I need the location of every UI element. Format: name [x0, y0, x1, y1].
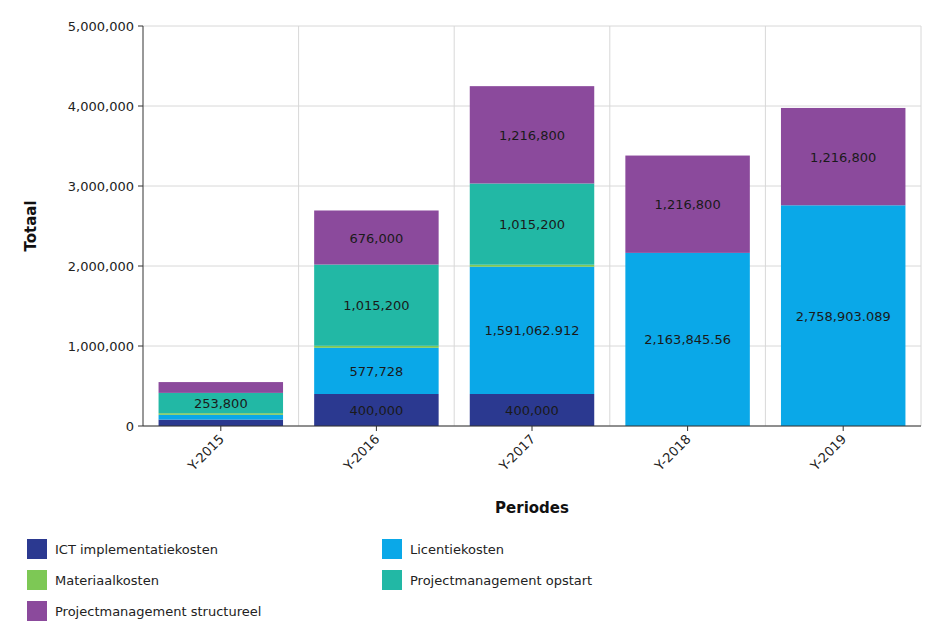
y-tick: [138, 26, 143, 27]
legend: ICT implementatiekosten Licentiekosten Mat…: [27, 539, 592, 621]
grid-line-vertical: [765, 26, 766, 426]
legend-swatch: [27, 601, 47, 621]
bar-segment: [159, 393, 283, 413]
grid: [143, 26, 921, 426]
bar-segment: [314, 265, 438, 346]
grid-line-vertical: [454, 26, 455, 426]
y-tick-label: 4,000,000: [68, 99, 134, 114]
x-tick: [687, 426, 688, 431]
data-label: 253,800: [194, 396, 248, 411]
bar-segment: [781, 108, 905, 205]
bar-segment: [625, 156, 749, 253]
y-tick: [138, 186, 143, 187]
bar-segment: [470, 183, 594, 264]
grid-line: [143, 26, 921, 27]
data-label: 2,163,845.56: [644, 332, 731, 347]
bar-segment: [470, 267, 594, 394]
x-axis-title: Periodes: [495, 499, 569, 517]
data-label: 2,758,903.089: [796, 309, 891, 324]
bar-segment: [159, 415, 283, 420]
y-tick-label: 1,000,000: [68, 339, 134, 354]
legend-swatch: [382, 539, 402, 559]
x-tick: [220, 426, 221, 431]
legend-label: Licentiekosten: [410, 542, 504, 557]
x-tick: [843, 426, 844, 431]
bar-segment: [159, 382, 283, 393]
chart: 400,000 400,000 577,728 1,591,062.912 2,163,…: [0, 0, 947, 629]
data-label: 676,000: [350, 231, 404, 246]
x-tick-label: Y-2016: [340, 432, 383, 475]
legend-label: Projectmanagement structureel: [55, 604, 261, 619]
bar-segment: [470, 394, 594, 426]
y-tick: [138, 106, 143, 107]
bar-segment: [470, 265, 594, 267]
x-tick-label: Y-2019: [807, 432, 850, 475]
data-label: 1,216,800: [655, 197, 721, 212]
data-label: 1,216,800: [499, 128, 565, 143]
data-label: 400,000: [505, 403, 559, 418]
legend-swatch: [27, 570, 47, 590]
data-label: 400,000: [350, 403, 404, 418]
y-axis-line: [143, 26, 144, 426]
legend-label: ICT implementatiekosten: [55, 542, 218, 557]
data-labels: 400,000 400,000 577,728 1,591,062.912 2,163,…: [194, 128, 891, 418]
data-label: 1,591,062.912: [484, 323, 579, 338]
y-tick-label: 3,000,000: [68, 179, 134, 194]
data-label: 1,015,200: [499, 217, 565, 232]
bar-segment: [781, 205, 905, 426]
y-tick: [138, 426, 143, 427]
x-tick-label: Y-2018: [651, 432, 694, 475]
data-label: 1,216,800: [810, 150, 876, 165]
y-tick-label: 2,000,000: [68, 259, 134, 274]
legend-label: Materiaalkosten: [55, 573, 159, 588]
bar-segment: [314, 346, 438, 348]
bar-segment: [314, 210, 438, 264]
x-tick-label: Y-2015: [184, 432, 227, 475]
y-tick-label: 0: [126, 419, 134, 434]
x-tick: [376, 426, 377, 431]
y-tick-label: 5,000,000: [68, 19, 134, 34]
bar-segment: [159, 413, 283, 415]
y-tick: [138, 346, 143, 347]
y-axis-title: Totaal: [22, 200, 40, 251]
data-label: 577,728: [350, 364, 404, 379]
bar-segment: [159, 420, 283, 426]
x-tick-label: Y-2017: [496, 432, 539, 475]
bar-segment: [314, 394, 438, 426]
bars: [159, 86, 906, 426]
legend-swatch: [27, 539, 47, 559]
axes: 0 1,000,000 2,000,000 3,000,000 4,000,000 5,0…: [68, 19, 921, 474]
grid-line-vertical: [609, 26, 610, 426]
legend-swatch: [382, 570, 402, 590]
grid-line-vertical: [298, 26, 299, 426]
legend-label: Projectmanagement opstart: [410, 573, 592, 588]
y-tick: [138, 266, 143, 267]
bar-segment: [470, 86, 594, 183]
grid-line-vertical: [921, 26, 922, 426]
bar-segment: [625, 253, 749, 426]
bar-segment: [314, 348, 438, 394]
data-label: 1,015,200: [343, 298, 409, 313]
x-tick: [532, 426, 533, 431]
